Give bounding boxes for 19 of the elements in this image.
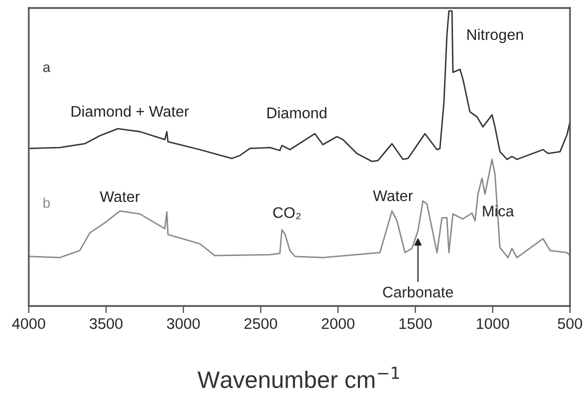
annotation: Water [100, 191, 140, 202]
x-axis-title: Wavenumber cm$^{−1}$ [198, 366, 399, 388]
annotation: Carbonate [383, 286, 453, 298]
annotation: Diamond + Water [72, 106, 189, 117]
x-tick-label: 2000 [322, 318, 354, 330]
annotation: Mica [483, 205, 514, 216]
annotation: Diamond [267, 107, 326, 118]
x-tick-label: 500 [558, 318, 582, 330]
x-tick-label: 1000 [476, 318, 510, 330]
x-tick-label: 2500 [244, 318, 278, 330]
x-tick-label: 3000 [166, 318, 200, 330]
annotation: Water [372, 190, 413, 202]
text: a [43, 64, 50, 72]
annotation: Nitrogen [467, 28, 523, 44]
text: b [44, 198, 50, 208]
x-tick-label: 1500 [400, 318, 432, 330]
annotation: CO₂ [273, 207, 301, 220]
x-tick-label: 3500 [90, 318, 122, 330]
x-tick-label: 4000 [12, 318, 46, 330]
